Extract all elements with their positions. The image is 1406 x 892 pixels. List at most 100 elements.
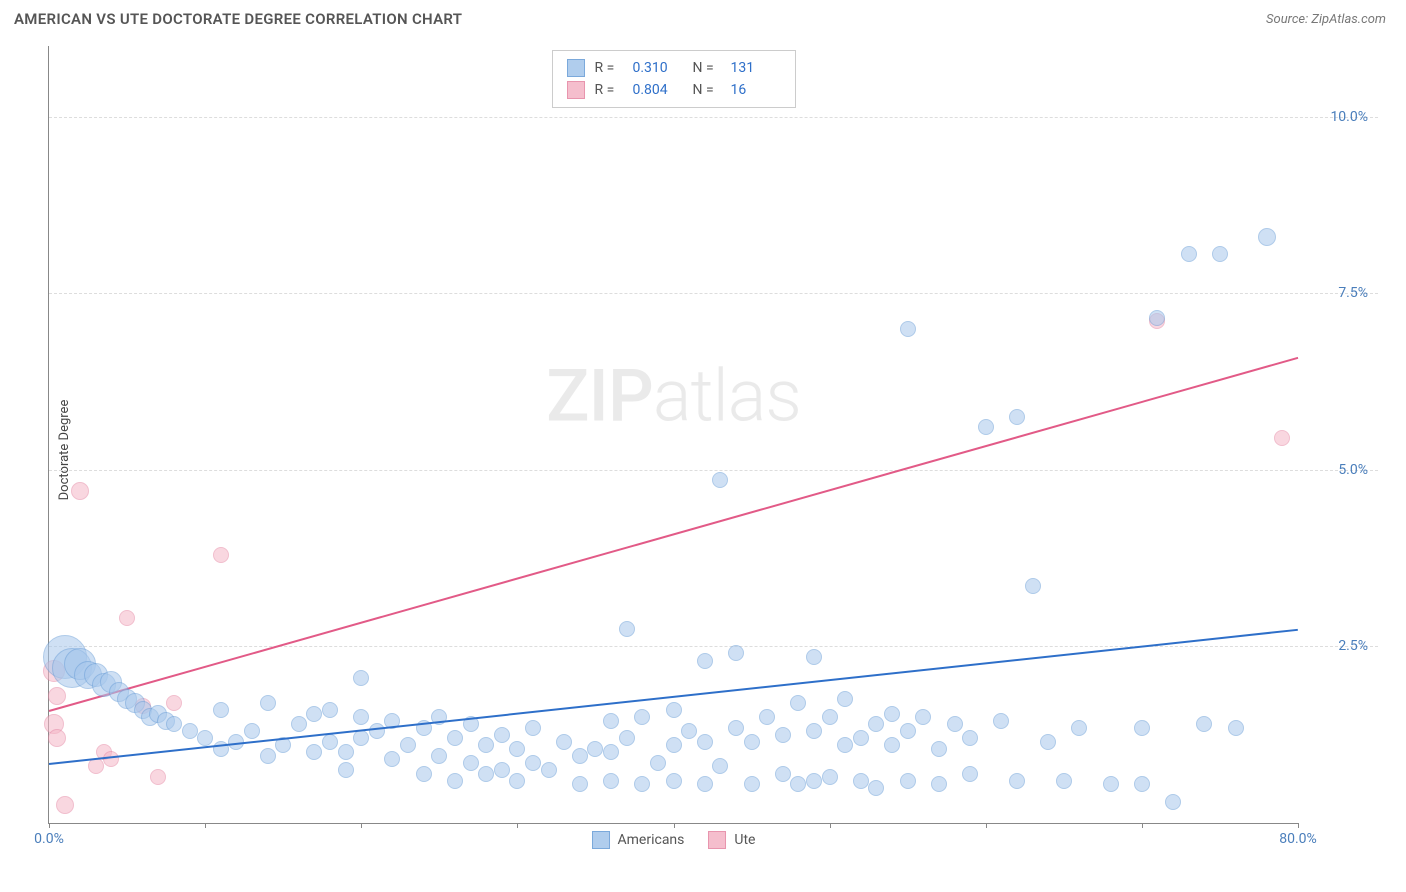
xtick-mark <box>205 823 206 828</box>
legend-row-americans: R = 0.310 N = 131 <box>567 57 781 79</box>
americans-point <box>182 723 198 739</box>
americans-point <box>931 741 947 757</box>
americans-point <box>666 737 682 753</box>
americans-point <box>697 734 713 750</box>
ute-point <box>48 687 66 705</box>
americans-point <box>962 766 978 782</box>
americans-point <box>447 730 463 746</box>
americans-point <box>697 776 713 792</box>
americans-point <box>650 755 666 771</box>
americans-point <box>463 755 479 771</box>
americans-point <box>322 702 338 718</box>
watermark: ZIPatlas <box>546 353 801 438</box>
americans-point <box>822 769 838 785</box>
americans-point <box>900 723 916 739</box>
watermark-atlas: atlas <box>653 353 801 438</box>
americans-point <box>728 645 744 661</box>
americans-point <box>1149 310 1165 326</box>
americans-point <box>509 773 525 789</box>
xtick-label: 0.0% <box>34 831 64 847</box>
americans-point <box>572 776 588 792</box>
americans-point <box>353 730 369 746</box>
ute-point <box>166 695 182 711</box>
americans-point <box>681 723 697 739</box>
ute-point <box>71 482 89 500</box>
americans-point <box>1134 720 1150 736</box>
americans-point <box>868 780 884 796</box>
xtick-mark <box>1142 823 1143 828</box>
americans-point <box>1009 409 1025 425</box>
americans-point <box>775 727 791 743</box>
americans-point <box>1181 246 1197 262</box>
ytick-label: 10.0% <box>1330 109 1368 125</box>
americans-point <box>338 744 354 760</box>
americans-point <box>494 762 510 778</box>
gridline <box>49 470 1378 471</box>
source-attribution: Source: ZipAtlas.com <box>1266 12 1386 27</box>
legend-series: Americans Ute <box>592 831 756 849</box>
americans-point <box>1258 228 1276 246</box>
legend-item-ute: Ute <box>708 831 755 849</box>
americans-point <box>244 723 260 739</box>
xtick-mark <box>49 823 50 828</box>
americans-point <box>197 730 213 746</box>
americans-point <box>978 419 994 435</box>
americans-point <box>634 776 650 792</box>
legend-label-ute: Ute <box>734 832 755 848</box>
swatch-americans <box>567 59 585 77</box>
americans-point <box>837 691 853 707</box>
americans-point <box>853 730 869 746</box>
americans-point <box>322 734 338 750</box>
xtick-mark <box>361 823 362 828</box>
n-value-ute: 16 <box>731 79 781 101</box>
americans-point <box>759 709 775 725</box>
americans-point <box>509 741 525 757</box>
watermark-zip: ZIP <box>546 353 653 438</box>
americans-point <box>353 670 369 686</box>
americans-point <box>431 748 447 764</box>
americans-point <box>166 716 182 732</box>
americans-point <box>697 653 713 669</box>
chart-title: AMERICAN VS UTE DOCTORATE DEGREE CORRELA… <box>14 10 462 28</box>
xtick-mark <box>986 823 987 828</box>
americans-point <box>260 748 276 764</box>
americans-point <box>1071 720 1087 736</box>
americans-point <box>744 776 760 792</box>
xtick-label: 80.0% <box>1279 831 1317 847</box>
plot-area: ZIPatlas R = 0.310 N = 131 R = 0.804 N =… <box>48 46 1298 824</box>
ytick-label: 5.0% <box>1338 462 1368 478</box>
americans-point <box>1040 734 1056 750</box>
americans-point <box>712 758 728 774</box>
americans-point <box>806 723 822 739</box>
ute-point <box>56 796 74 814</box>
ute-point <box>88 758 104 774</box>
header: AMERICAN VS UTE DOCTORATE DEGREE CORRELA… <box>0 0 1406 34</box>
americans-point <box>260 695 276 711</box>
americans-point <box>587 741 603 757</box>
americans-point <box>806 773 822 789</box>
americans-point <box>525 720 541 736</box>
ute-point <box>150 769 166 785</box>
gridline <box>49 646 1378 647</box>
swatch-ute <box>567 81 585 99</box>
americans-point <box>384 751 400 767</box>
americans-point <box>931 776 947 792</box>
americans-point <box>868 716 884 732</box>
americans-point <box>416 766 432 782</box>
americans-point <box>666 702 682 718</box>
americans-point <box>306 744 322 760</box>
americans-point <box>993 713 1009 729</box>
americans-point <box>572 748 588 764</box>
n-label: N = <box>693 57 721 79</box>
swatch-ute-icon <box>708 831 726 849</box>
ute-point <box>1274 430 1290 446</box>
americans-point <box>1212 246 1228 262</box>
americans-point <box>634 709 650 725</box>
xtick-mark <box>517 823 518 828</box>
americans-point <box>306 706 322 722</box>
n-label: N = <box>693 79 721 101</box>
americans-point <box>1056 773 1072 789</box>
americans-point <box>338 762 354 778</box>
americans-point <box>478 737 494 753</box>
americans-point <box>1103 776 1119 792</box>
